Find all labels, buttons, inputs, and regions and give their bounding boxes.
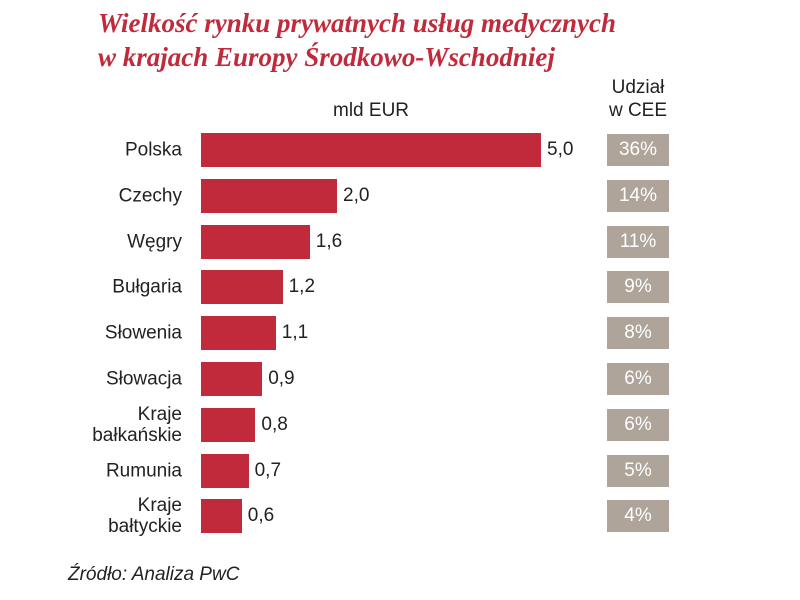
- value-label: 1,6: [315, 230, 343, 252]
- bar: [201, 362, 263, 396]
- category-label: Czechy: [118, 185, 182, 207]
- category-label: Kraje bałkańskie: [92, 403, 182, 446]
- share-box: 9%: [607, 271, 669, 304]
- bar: [201, 316, 276, 351]
- share-box: 11%: [607, 225, 669, 258]
- category-label: Rumunia: [105, 460, 182, 482]
- chart-title: Wielkość rynku prywatnych usług medyczny…: [98, 8, 617, 72]
- share-box: 6%: [607, 408, 669, 441]
- value-label: 2,0: [343, 184, 370, 206]
- share-box: 6%: [607, 363, 669, 395]
- bar: [201, 270, 283, 305]
- source: Źródło: Analiza PwC: [68, 564, 240, 585]
- bar: [201, 453, 249, 488]
- bar: [201, 178, 337, 213]
- value-label: 0,9: [268, 368, 295, 389]
- value-label: 5,0: [547, 139, 574, 160]
- share-header: Udział w CEE: [608, 77, 668, 121]
- category-label: Kraje bałtyckie: [108, 495, 182, 538]
- share-box: 14%: [607, 179, 669, 212]
- category-label: Polska: [124, 139, 182, 161]
- category-label: Węgry: [127, 231, 182, 253]
- unit-label: mld EUR: [333, 100, 410, 121]
- value-label: 1,2: [288, 276, 316, 298]
- share-box: 5%: [607, 454, 669, 487]
- bar: [201, 499, 242, 534]
- value-label: 0,7: [254, 459, 282, 481]
- category-label: Słowacja: [105, 368, 182, 390]
- share-box: 4%: [607, 500, 669, 533]
- share-box: 8%: [607, 317, 669, 350]
- category-label: Słowenia: [104, 322, 182, 344]
- value-label: 0,8: [261, 413, 288, 435]
- category-label: Bułgaria: [112, 276, 182, 298]
- value-label: 1,1: [281, 322, 309, 344]
- bar: [201, 133, 541, 167]
- bar: [201, 224, 310, 259]
- bar: [201, 407, 256, 442]
- share-box: 36%: [607, 134, 669, 166]
- value-label: 0,6: [247, 505, 275, 527]
